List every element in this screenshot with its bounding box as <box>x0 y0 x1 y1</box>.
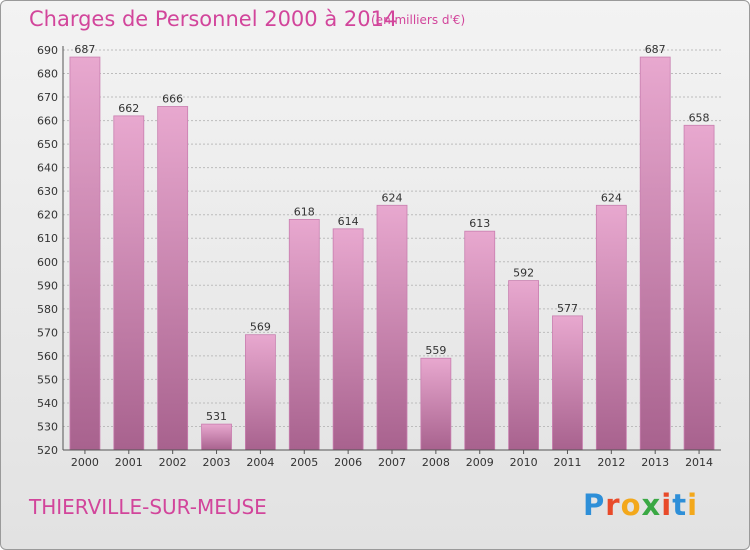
y-tick-label: 570 <box>37 326 58 339</box>
bar-2009 <box>464 230 496 451</box>
x-tick-label: 2010 <box>510 456 538 469</box>
y-tick-label: 580 <box>37 303 58 316</box>
data-label: 531 <box>206 410 227 423</box>
y-tick-label: 660 <box>37 115 58 128</box>
x-tick-label: 2003 <box>203 456 231 469</box>
logo-letter: r <box>605 488 621 522</box>
x-tick-label: 2001 <box>115 456 143 469</box>
bar-2011 <box>552 315 583 451</box>
logo-letter: x <box>641 488 662 522</box>
y-tick-label: 670 <box>37 91 58 104</box>
chart-title: Charges de Personnel 2000 à 2014 <box>29 7 398 31</box>
y-tick-label: 550 <box>37 373 58 386</box>
y-tick-label: 540 <box>37 397 58 410</box>
bar-2006 <box>332 228 364 451</box>
logo-letter: i <box>661 488 673 522</box>
bar-2004 <box>244 334 276 451</box>
data-label: 687 <box>74 43 95 56</box>
data-label: 662 <box>118 102 139 115</box>
proxiti-logo[interactable]: Proxiti <box>583 488 698 522</box>
y-tick-label: 610 <box>37 232 58 245</box>
y-tick-label: 630 <box>37 185 58 198</box>
logo-letter: P <box>583 488 606 522</box>
y-tick-label: 640 <box>37 162 58 175</box>
data-label: 624 <box>601 191 622 204</box>
data-label: 666 <box>162 92 183 105</box>
x-tick-label: 2008 <box>422 456 450 469</box>
y-tick-label: 560 <box>37 350 58 363</box>
bar-2003 <box>201 423 232 451</box>
x-tick-label: 2005 <box>290 456 318 469</box>
x-tick-label: 2013 <box>641 456 669 469</box>
y-tick-label: 690 <box>37 44 58 57</box>
y-tick-label: 590 <box>37 279 58 292</box>
logo-letter: o <box>620 488 642 522</box>
x-tick-label: 2004 <box>246 456 274 469</box>
bar-2013 <box>639 56 671 451</box>
bar-2007 <box>376 204 408 451</box>
x-tick-label: 2014 <box>685 456 713 469</box>
data-label: 624 <box>382 191 403 204</box>
data-label: 618 <box>294 205 315 218</box>
bar-2012 <box>595 204 627 451</box>
data-label: 577 <box>557 302 578 315</box>
data-label: 614 <box>338 215 359 228</box>
bar-2005 <box>288 219 320 451</box>
data-label: 559 <box>425 344 446 357</box>
y-tick-label: 520 <box>37 444 58 457</box>
chart-subtitle: (en milliers d'€) <box>371 13 466 27</box>
data-label: 569 <box>250 321 271 334</box>
x-tick-label: 2000 <box>71 456 99 469</box>
x-tick-label: 2006 <box>334 456 362 469</box>
y-tick-label: 650 <box>37 138 58 151</box>
bars: 687 662 666 531 569 618 614 624 559 613 592 577 624 6… <box>69 43 715 451</box>
y-tick-label: 530 <box>37 420 58 433</box>
data-label: 658 <box>689 111 710 124</box>
x-tick-label: 2012 <box>597 456 625 469</box>
bar-2002 <box>157 106 189 451</box>
place-name: THIERVILLE-SUR-MEUSE <box>29 495 267 519</box>
bar-2000 <box>69 56 101 451</box>
bar-2014 <box>683 124 715 451</box>
axes: 520 530 540 550 560 570 580 590 600 610 620 630 640 6… <box>37 44 721 469</box>
y-tick-label: 600 <box>37 256 58 269</box>
x-tick-label: 2009 <box>466 456 494 469</box>
logo-letter: i <box>687 488 699 522</box>
bar-2008 <box>420 357 452 451</box>
bar-2010 <box>508 280 540 451</box>
data-label: 687 <box>645 43 666 56</box>
y-tick-label: 620 <box>37 209 58 222</box>
data-label: 592 <box>513 267 534 280</box>
x-tick-label: 2002 <box>159 456 187 469</box>
x-tick-label: 2007 <box>378 456 406 469</box>
logo-letter: t <box>672 488 688 522</box>
data-label: 613 <box>469 217 490 230</box>
x-tick-label: 2011 <box>553 456 581 469</box>
y-tick-label: 680 <box>37 68 58 81</box>
bar-2001 <box>113 115 145 451</box>
